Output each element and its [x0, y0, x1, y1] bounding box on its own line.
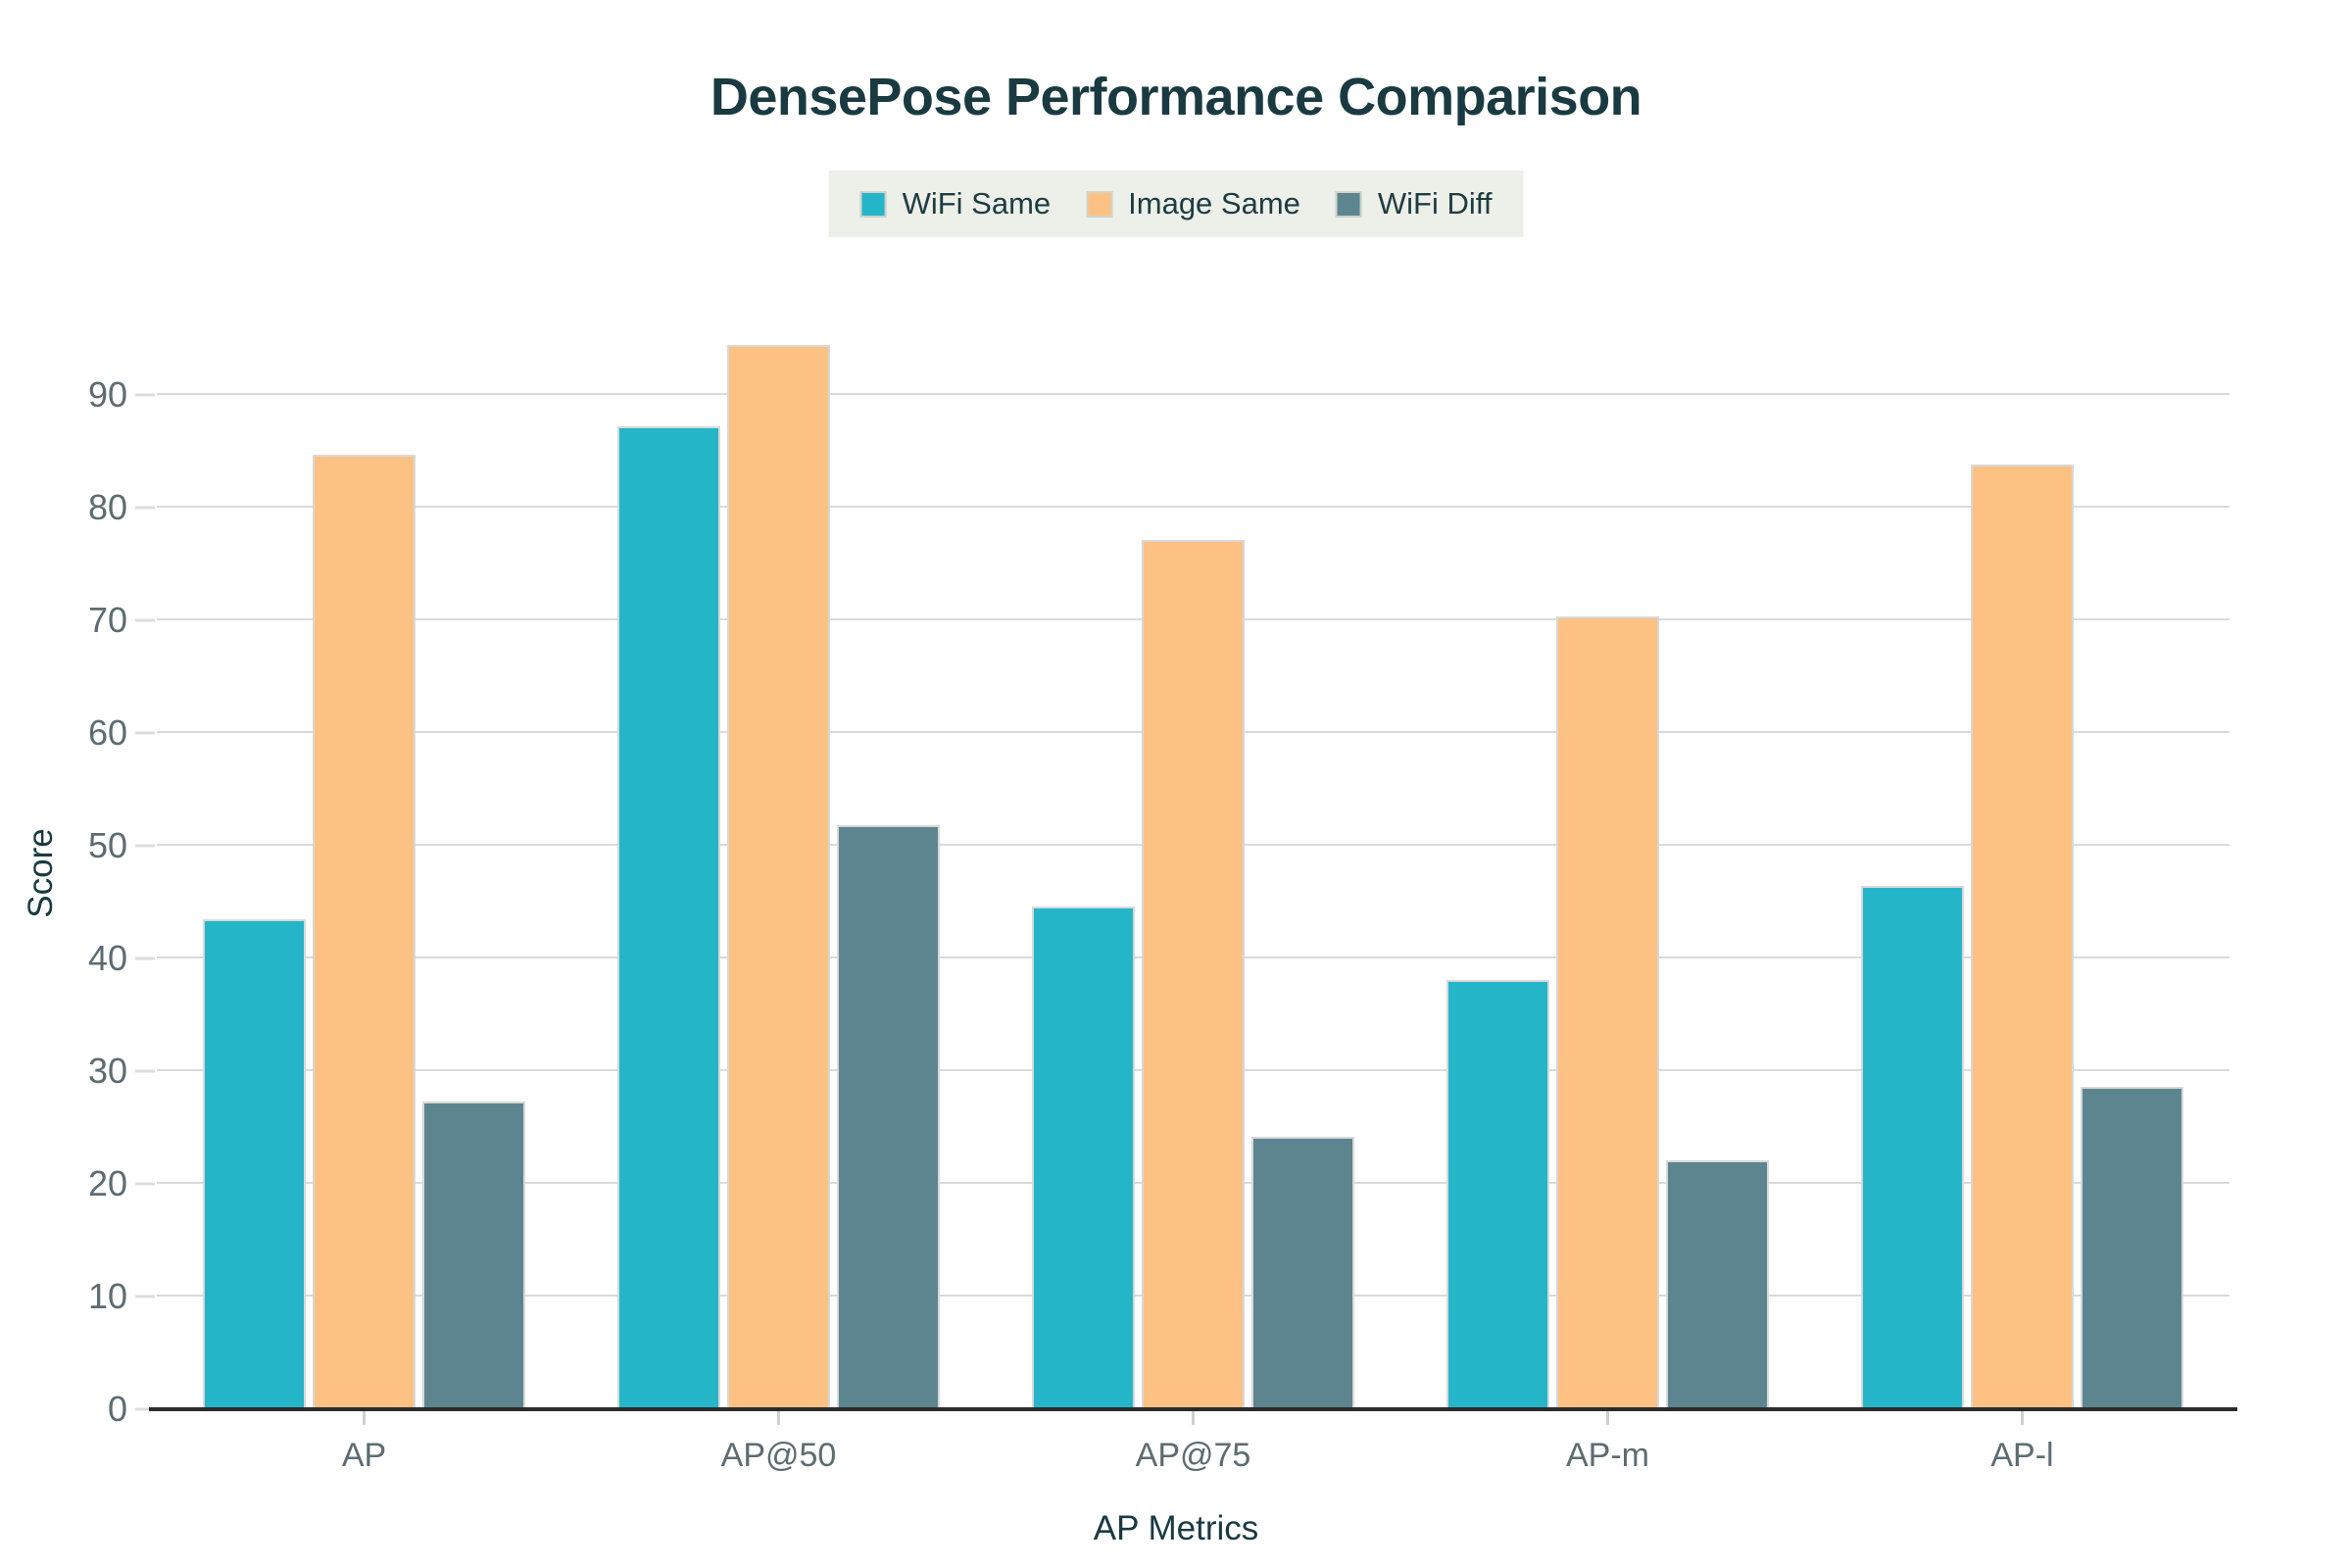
- y-tick-mark: [135, 844, 155, 848]
- gridline: [157, 505, 2230, 508]
- y-tick-label: 0: [107, 1389, 127, 1429]
- y-tick-label: 10: [87, 1275, 127, 1316]
- bar-group-AP@75: [986, 338, 1400, 1409]
- bar-wifi-same-ap-l: [1861, 886, 1964, 1409]
- y-tick-label: 90: [87, 373, 127, 415]
- bar-wifi-same-ap@75: [1032, 906, 1135, 1409]
- y-tick-mark: [135, 1182, 155, 1186]
- bar-wifi-same-ap: [203, 918, 306, 1409]
- gridline: [157, 392, 2230, 395]
- x-tick-cell: AP@75: [986, 1411, 1400, 1475]
- chart-title: DensePose Performance Comparison: [710, 68, 1642, 126]
- x-axis-title: AP Metrics: [1093, 1509, 1259, 1547]
- x-axis-line: [149, 1407, 2237, 1411]
- y-tick-label: 50: [87, 824, 127, 865]
- legend-label: Image Same: [1128, 186, 1300, 220]
- legend: WiFi Same Image Same WiFi Diff: [828, 171, 1524, 237]
- x-tick-label: AP-m: [1566, 1437, 1649, 1474]
- y-tick-label: 60: [87, 711, 127, 753]
- bar-group-AP: [157, 338, 571, 1409]
- y-tick-mark: [135, 393, 155, 397]
- y-tick-mark: [135, 1407, 155, 1411]
- y-tick-mark: [135, 956, 155, 960]
- bar-wifi-same-ap-m: [1446, 979, 1549, 1409]
- y-tick-mark: [135, 506, 155, 510]
- plot-area: 0 10 20 30 40 50 60 70 80 90: [88, 338, 2237, 1429]
- y-tick-label: 30: [87, 1050, 127, 1091]
- bar-image-same-ap-l: [1971, 464, 2074, 1409]
- bar-image-same-ap@50: [727, 344, 830, 1409]
- x-tick-cell: AP-l: [1815, 1411, 2230, 1475]
- x-tick-label: AP@75: [1135, 1437, 1251, 1474]
- y-tick-mark: [135, 1069, 155, 1073]
- bar-wifi-diff-ap-m: [1666, 1159, 1769, 1409]
- x-tick-row: AP AP@50 AP@75 AP-m AP-l: [157, 1411, 2230, 1475]
- x-tick-mark: [777, 1411, 780, 1425]
- legend-swatch-icon: [1335, 190, 1362, 218]
- bar-image-same-ap@75: [1142, 539, 1245, 1409]
- bar-wifi-diff-ap@75: [1251, 1136, 1354, 1409]
- legend-item-image-same: Image Same: [1086, 186, 1300, 221]
- bar-wifi-diff-ap: [422, 1101, 525, 1409]
- x-tick-label: AP-l: [1990, 1437, 2054, 1474]
- bar-wifi-diff-ap@50: [837, 825, 940, 1409]
- x-tick-cell: AP: [157, 1411, 571, 1475]
- y-tick-label: 40: [87, 937, 127, 978]
- bar-image-same-ap: [313, 454, 416, 1409]
- legend-item-wifi-same: WiFi Same: [859, 186, 1052, 221]
- x-tick-label: AP@50: [720, 1437, 837, 1474]
- x-tick-mark: [1606, 1411, 1609, 1425]
- x-tick-label: AP: [341, 1437, 387, 1474]
- bar-image-same-ap-m: [1556, 616, 1659, 1409]
- y-axis-title: Score: [22, 828, 60, 918]
- legend-label: WiFi Diff: [1377, 186, 1493, 220]
- x-tick-mark: [2021, 1411, 2024, 1425]
- bar-group-AP@50: [571, 338, 986, 1409]
- legend-label: WiFi Same: [902, 186, 1052, 220]
- legend-swatch-icon: [859, 190, 887, 218]
- x-tick-mark: [363, 1411, 366, 1425]
- bar-groups: [157, 338, 2230, 1409]
- x-tick-mark: [1192, 1411, 1195, 1425]
- y-tick-mark: [135, 618, 155, 622]
- y-tick-mark: [135, 1295, 155, 1298]
- x-tick-cell: AP@50: [571, 1411, 986, 1475]
- bar-group-AP-l: [1815, 338, 2230, 1409]
- bar-wifi-diff-ap-l: [2081, 1086, 2183, 1409]
- y-tick-label: 70: [87, 599, 127, 640]
- y-tick-label: 20: [87, 1162, 127, 1203]
- bar-wifi-same-ap@50: [617, 425, 720, 1409]
- x-tick-cell: AP-m: [1400, 1411, 1815, 1475]
- bar-group-AP-m: [1400, 338, 1815, 1409]
- legend-swatch-icon: [1086, 190, 1113, 218]
- legend-item-wifi-diff: WiFi Diff: [1335, 186, 1493, 221]
- y-tick-mark: [135, 731, 155, 735]
- y-tick-label: 80: [87, 486, 127, 527]
